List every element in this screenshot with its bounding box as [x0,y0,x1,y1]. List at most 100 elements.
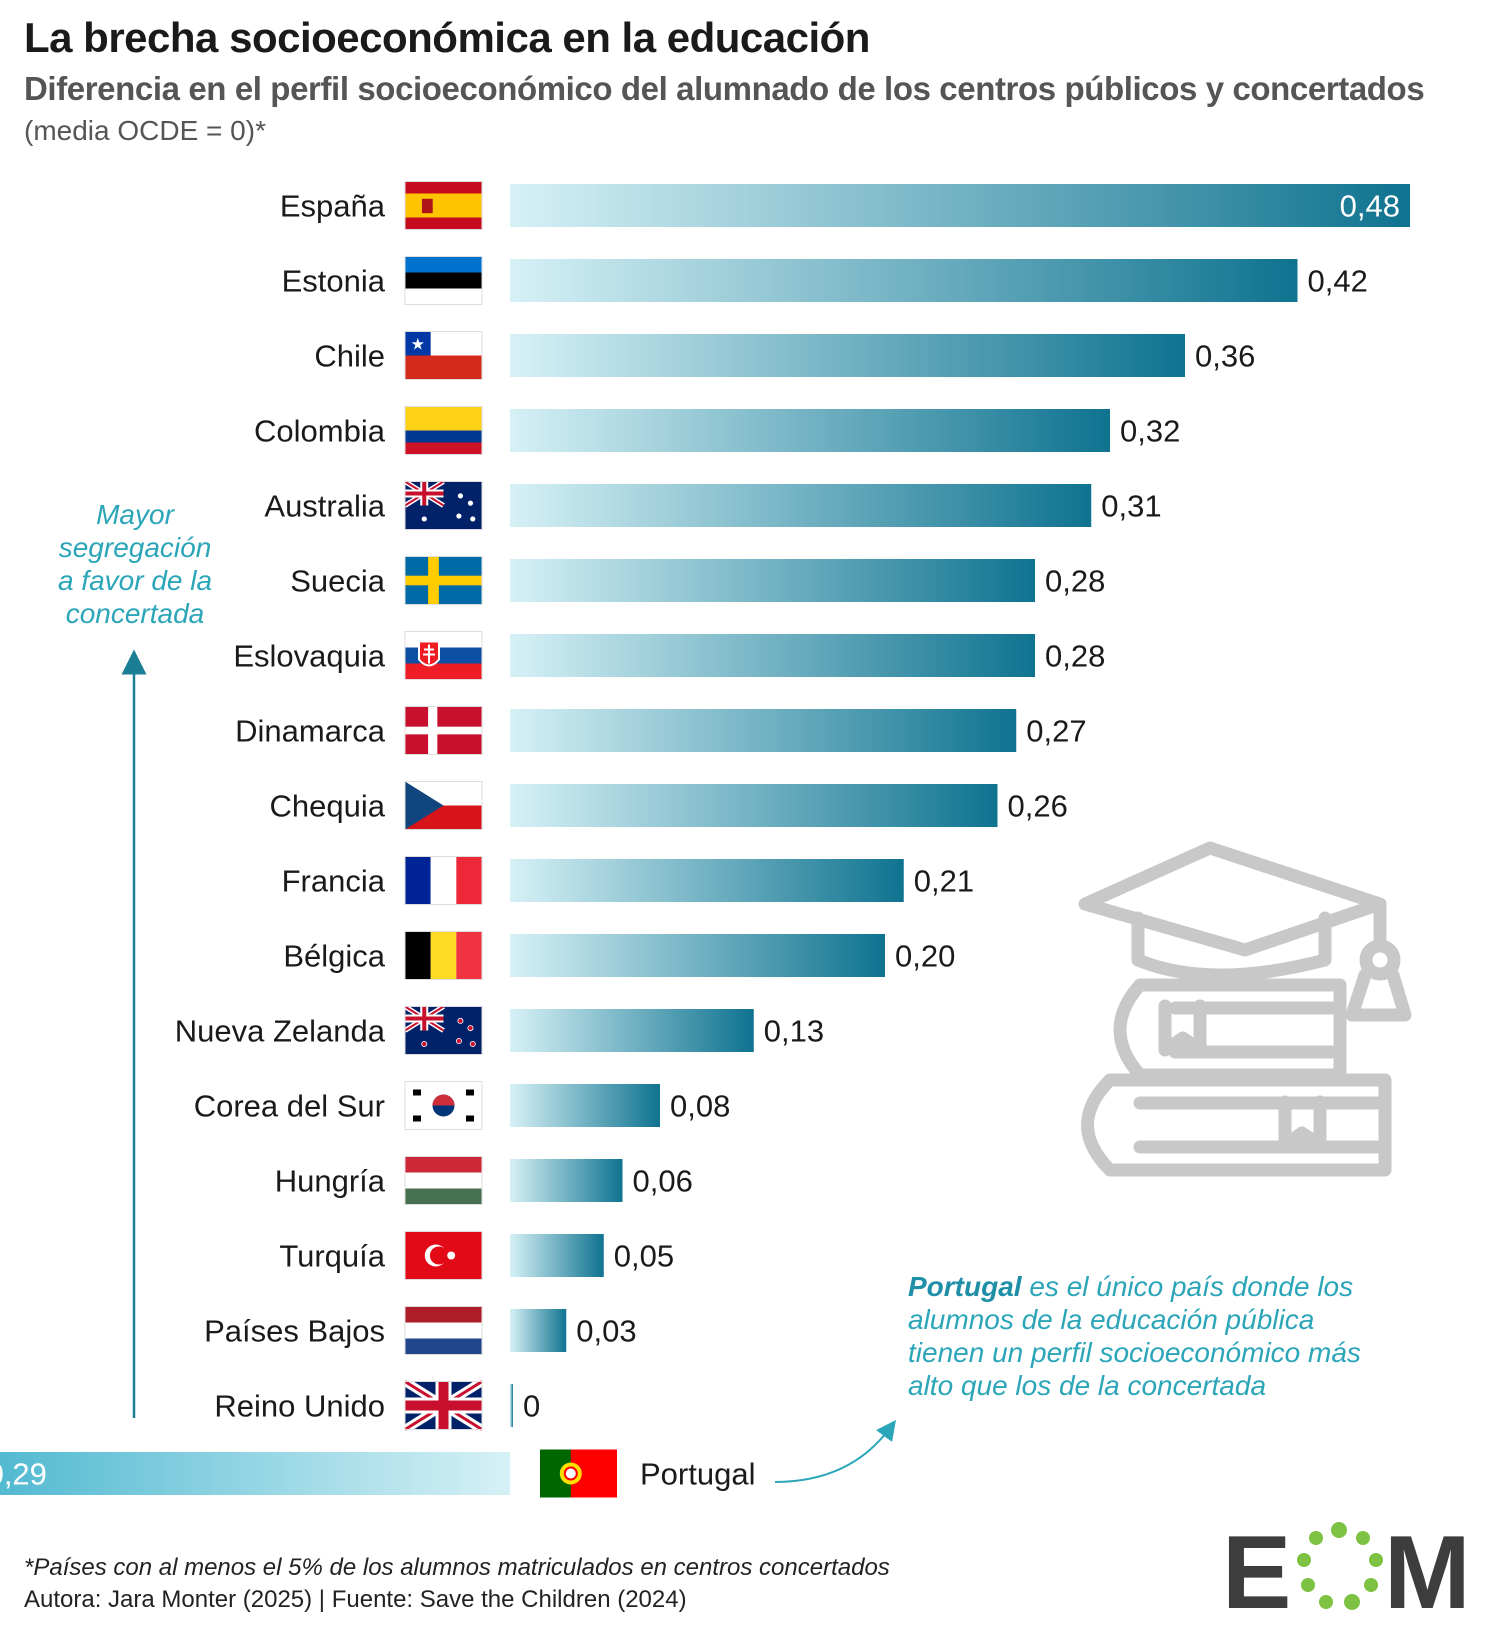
annotation-line: segregación [58,532,212,563]
annotation-line: Mayor [96,499,174,530]
country-label: Suecia [290,564,386,599]
value-label: 0,48 [1340,189,1400,224]
colombia-flag-icon [404,406,483,455]
value-label: 0,21 [914,864,974,899]
annotation-portugal: Portugal es el único país donde los alum… [908,1270,1368,1402]
footnote: *Países con al menos el 5% de los alumno… [24,1554,890,1581]
france-flag-icon [404,856,483,905]
bar [510,184,1410,227]
page-subtitle: Diferencia en el perfil socioeconómico d… [24,70,1425,107]
svg-text:★: ★ [411,337,425,354]
country-label: Chile [314,339,385,374]
chart-row: Dinamarca 0,27 [235,706,1087,755]
chart-row: Colombia 0,32 [254,406,1180,455]
country-label: Bélgica [283,939,385,974]
value-label: 0,32 [1120,414,1180,449]
country-label: Australia [264,489,385,524]
annotation-segregation: Mayor segregación a favor de la concerta… [40,498,230,630]
chart-row: -0,29 Portugal [0,1449,755,1498]
graduation-books-icon [1078,841,1412,1177]
portugal-flag-icon [540,1449,617,1498]
value-label: 0,03 [576,1314,636,1349]
annotation-line: concertada [65,598,205,629]
estonia-flag-icon [404,256,483,305]
bar [510,334,1185,377]
bar [510,409,1110,452]
logo-letter-m: M [1384,1518,1471,1614]
value-label: 0,36 [1195,339,1255,374]
bar [510,1384,513,1427]
value-label: 0,27 [1026,714,1086,749]
value-label: 0,31 [1101,489,1161,524]
sweden-flag-icon [404,556,483,605]
bar [510,859,904,902]
south-korea-flag-icon [404,1081,483,1130]
source-credit: Autora: Jara Monter (2025) | Fuente: Sav… [24,1586,687,1613]
chart-row: Chile ★ 0,36 [314,331,1255,380]
country-label: Nueva Zelanda [175,1014,386,1049]
bar [510,1234,604,1277]
country-label: Hungría [275,1164,386,1199]
logo-ring [1297,1522,1383,1610]
country-label: Eslovaquia [233,639,385,674]
chart-row: Francia 0,21 [282,856,974,905]
eom-logo: E M [1222,1518,1471,1614]
chart-row: Bélgica 0,20 [283,931,955,980]
bar [510,934,885,977]
chile-flag-icon: ★ [404,331,483,380]
chart-row: España 0,48 [280,181,1410,230]
value-label: 0,26 [1008,789,1068,824]
bar [510,709,1017,752]
bar [510,559,1035,602]
page-title: La brecha socioeconómica en la educación [24,14,870,61]
annotation-portugal-bold: Portugal [908,1271,1022,1302]
value-label: 0,28 [1045,639,1105,674]
portugal-arrow [774,1419,896,1483]
value-label: 0,42 [1308,264,1368,299]
bar [510,1009,754,1052]
australia-flag-icon [403,479,483,530]
chart-row: Reino Unido 0 [214,1377,540,1434]
chart-row: Estonia 0,42 [282,256,1368,305]
bar [510,1084,660,1127]
bar [510,484,1092,527]
bar [510,784,998,827]
turkey-flag-icon [404,1231,483,1280]
chart-row: Turquía 0,05 [279,1231,674,1280]
spain-flag-icon [404,181,483,230]
united-kingdom-flag-icon [402,1377,485,1434]
country-label: Estonia [282,264,386,299]
value-label: 0,13 [764,1014,824,1049]
slovakia-flag-icon [404,631,483,680]
bar-chart: España 0,48 Estonia 0,42 Chile ★ 0,36 Colombia 0… [0,181,1412,1498]
country-label: Corea del Sur [194,1089,385,1124]
country-label: Reino Unido [214,1389,385,1424]
value-label: 0,06 [633,1164,693,1199]
country-label: Turquía [279,1239,385,1274]
netherlands-flag-icon [404,1306,483,1355]
chart-row: Nueva Zelanda 0,13 [175,1004,824,1055]
country-label: Francia [282,864,386,899]
denmark-flag-icon [404,706,483,755]
logo-letter-e: E [1222,1518,1291,1614]
chart-row: Suecia 0,28 [290,556,1105,605]
bar [510,634,1035,677]
czechia-flag-icon [404,781,483,830]
new-zealand-flag-icon [403,1004,483,1055]
country-label: Colombia [254,414,386,449]
country-label: Dinamarca [235,714,386,749]
chart-row: Australia 0,31 [264,479,1162,530]
value-label: 0,20 [895,939,955,974]
value-label: 0 [523,1389,540,1424]
value-label: 0,05 [614,1239,674,1274]
annotation-line: a favor de la [57,565,213,596]
chart-row: Hungría 0,06 [275,1156,693,1205]
bar [0,1452,510,1495]
chart-row: Eslovaquia 0,28 [233,631,1105,680]
bar [510,259,1298,302]
bar [510,1159,623,1202]
value-label: 0,08 [670,1089,730,1124]
annotation-portugal-text: es el único país donde los alumnos de la… [908,1271,1361,1401]
hungary-flag-icon [404,1156,483,1205]
chart-row: Chequia 0,26 [270,781,1068,830]
